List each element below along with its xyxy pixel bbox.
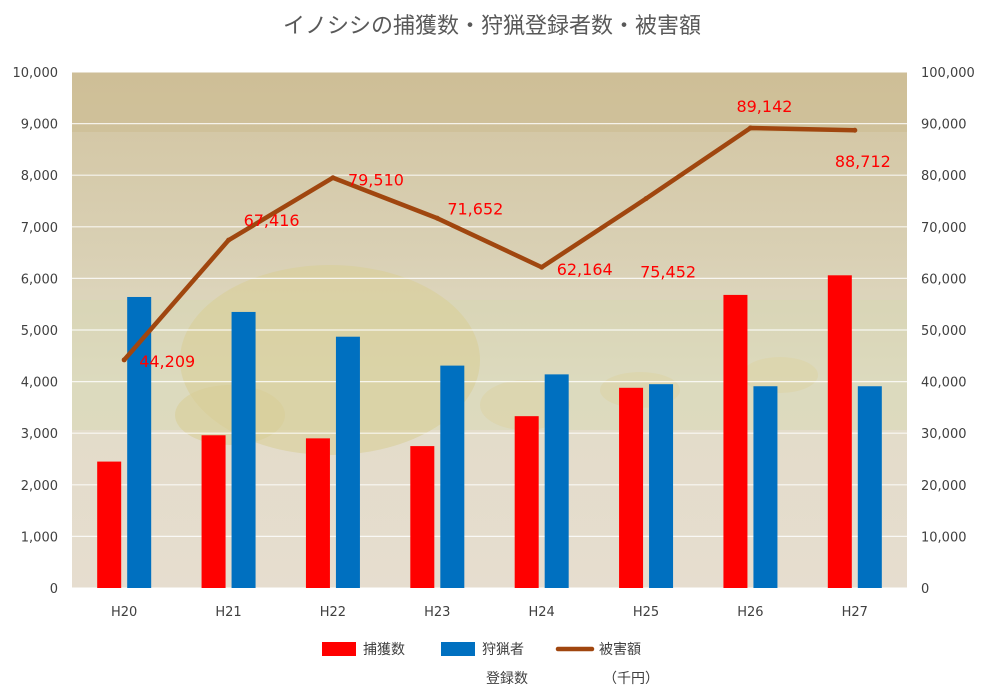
hunter-bar bbox=[857, 386, 882, 588]
data-label: 79,510 bbox=[348, 171, 404, 190]
data-label: 88,712 bbox=[835, 152, 891, 171]
bar-series bbox=[97, 275, 882, 588]
data-label: 89,142 bbox=[736, 97, 792, 116]
legend-label: 捕獲数 bbox=[363, 642, 405, 658]
left-axis-ticks: 0 1,000 2,000 3,000 4,000 5,000 6,000 7,000 8,00… bbox=[13, 66, 59, 597]
category-label: H26 bbox=[737, 605, 763, 620]
legend-swatch bbox=[441, 642, 475, 656]
right-axis-tick-label: 40,000 bbox=[921, 376, 967, 391]
category-label: H21 bbox=[215, 605, 241, 620]
left-axis-tick-label: 5,000 bbox=[21, 324, 58, 339]
damage-point bbox=[121, 357, 127, 363]
data-label: 67,416 bbox=[244, 211, 300, 230]
data-label: 71,652 bbox=[447, 199, 503, 218]
right-axis-tick-label: 30,000 bbox=[921, 427, 967, 442]
right-axis-tick-label: 90,000 bbox=[921, 118, 967, 133]
capture-bar bbox=[619, 387, 644, 588]
left-axis-tick-label: 9,000 bbox=[21, 118, 58, 133]
hunter-bar bbox=[440, 365, 465, 588]
left-axis-tick-label: 1,000 bbox=[21, 530, 58, 545]
category-label: H27 bbox=[842, 605, 868, 620]
right-axis-tick-label: 10,000 bbox=[921, 530, 967, 545]
legend-label-line2: 登録数 bbox=[486, 671, 528, 687]
legend-label-line2: （千円） bbox=[603, 671, 659, 687]
hunter-bar bbox=[544, 374, 569, 588]
right-axis-tick-label: 50,000 bbox=[921, 324, 967, 339]
damage-line bbox=[121, 125, 858, 363]
left-axis-tick-label: 8,000 bbox=[21, 169, 58, 184]
damage-point bbox=[434, 215, 440, 221]
capture-bar bbox=[723, 294, 748, 588]
chart-title: イノシシの捕獲数・狩猟登録者数・被害額 bbox=[283, 14, 701, 39]
right-axis-tick-label: 70,000 bbox=[921, 221, 967, 236]
left-axis-tick-label: 6,000 bbox=[21, 272, 58, 287]
left-axis-tick-label: 7,000 bbox=[21, 221, 58, 236]
capture-bar bbox=[201, 435, 226, 588]
line-series bbox=[121, 125, 858, 363]
hunter-bar bbox=[335, 336, 360, 588]
capture-bar bbox=[305, 438, 330, 588]
left-axis-tick-label: 2,000 bbox=[21, 479, 58, 494]
left-axis-tick-label: 4,000 bbox=[21, 376, 58, 391]
data-label: 75,452 bbox=[640, 263, 696, 282]
data-labels: 44,209 67,416 79,510 71,652 62,164 75,452 89,1… bbox=[139, 97, 891, 371]
capture-bar bbox=[514, 416, 539, 588]
right-axis-ticks: 0 10,000 20,000 30,000 40,000 50,000 60,000 70,… bbox=[921, 66, 975, 597]
data-label: 62,164 bbox=[557, 260, 613, 279]
legend-label: 被害額 bbox=[599, 642, 641, 658]
left-axis-tick-label: 0 bbox=[50, 582, 58, 597]
data-label: 44,209 bbox=[139, 352, 195, 371]
legend-label: 狩猟者 bbox=[482, 642, 524, 658]
capture-bar bbox=[410, 446, 435, 588]
damage-point bbox=[330, 175, 336, 181]
right-axis-tick-label: 100,000 bbox=[921, 66, 975, 81]
category-label: H23 bbox=[424, 605, 450, 620]
damage-point bbox=[643, 196, 649, 202]
legend-swatch bbox=[322, 642, 356, 656]
left-axis-tick-label: 3,000 bbox=[21, 427, 58, 442]
damage-point bbox=[747, 125, 753, 131]
left-axis-tick-label: 10,000 bbox=[13, 66, 59, 81]
hunter-bar bbox=[231, 311, 256, 588]
damage-point bbox=[226, 237, 232, 243]
category-label: H25 bbox=[633, 605, 659, 620]
right-axis-tick-label: 60,000 bbox=[921, 272, 967, 287]
capture-bar bbox=[827, 275, 852, 588]
category-label: H24 bbox=[529, 605, 555, 620]
right-axis-tick-label: 20,000 bbox=[921, 479, 967, 494]
hunter-bar bbox=[649, 384, 674, 588]
right-axis-tick-label: 80,000 bbox=[921, 169, 967, 184]
category-label: H20 bbox=[111, 605, 137, 620]
right-axis-tick-label: 0 bbox=[921, 582, 929, 597]
damage-point bbox=[852, 127, 858, 133]
damage-point bbox=[539, 264, 545, 270]
category-axis: H20 H21 H22 H23 H24 H25 H26 H27 bbox=[111, 605, 868, 620]
category-label: H22 bbox=[320, 605, 346, 620]
capture-bar bbox=[97, 461, 122, 588]
hunter-bar bbox=[753, 386, 778, 588]
